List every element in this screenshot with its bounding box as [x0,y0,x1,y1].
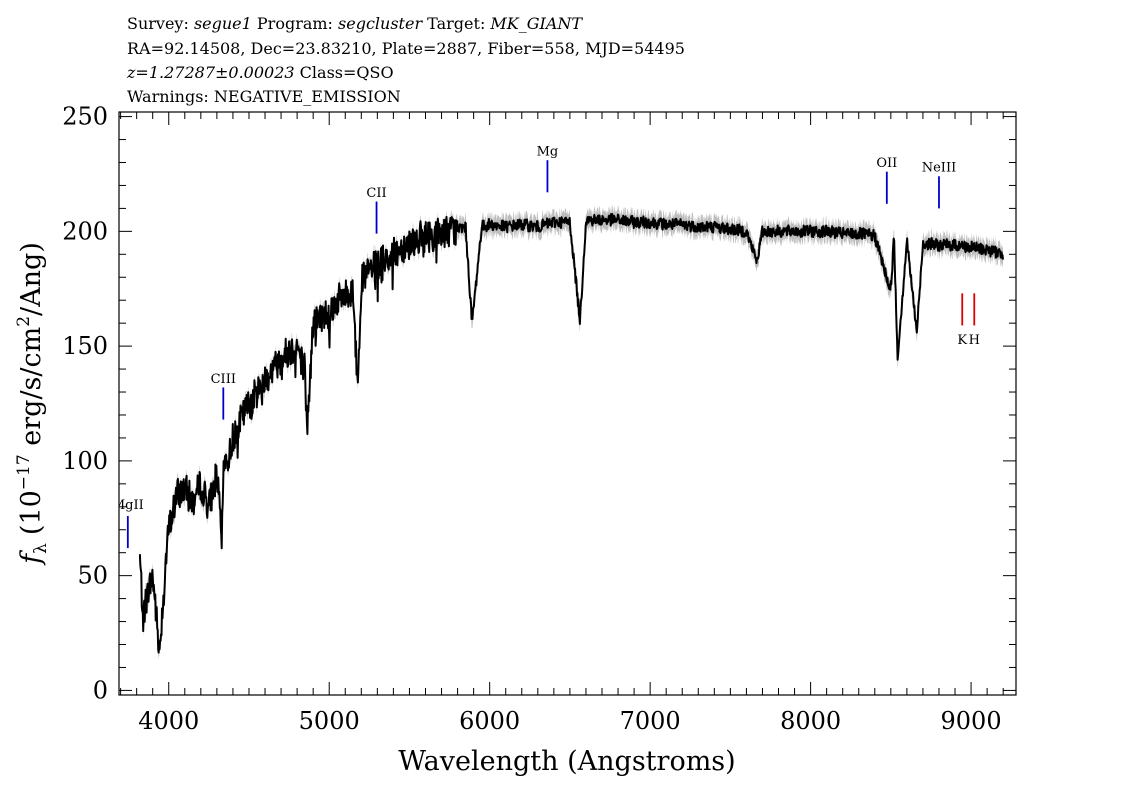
header-line1-part: Program: [252,14,338,33]
spectrum-line [138,213,1004,654]
y-axis-label: fλ (10−17 erg/s/cm2/Ang) [14,242,51,566]
emission-line-label: OII [876,156,897,171]
header-line3: z=1.27287±0.00023 Class=QSO [126,63,394,82]
x-tick-label: 4000 [138,707,199,735]
x-axis-label: Wavelength (Angstroms) [398,746,735,777]
header-line1-part: MK_GIANT [489,14,583,33]
x-tick-label: 8000 [780,707,841,735]
error-band-layer [139,204,1003,660]
y-axis-units-mid: erg/s/cm [16,327,47,455]
y-tick-label: 0 [93,676,108,704]
y-tick-label: 50 [77,562,108,590]
x-tick-label: 6000 [459,707,520,735]
y-axis-subscript: λ [31,543,51,554]
absorption-line-label: K [957,333,967,348]
y-tick-label: 250 [62,103,108,131]
header-line1-part: segue1 [194,14,252,33]
header-line1-part: Target: [422,14,490,33]
y-axis-symbol: f [16,550,47,566]
y-axis-units-open: (10 [16,490,47,535]
y-axis-units-end: /Ang) [16,242,47,316]
absorption-line-label: H [969,333,980,348]
y-tick-label: 200 [62,217,108,245]
plot-area: MgII CIII CII Mg OII NeIII K H 4000 5000 6000 7000… [62,103,1017,735]
emission-line-label: Mg [537,145,559,160]
x-tick-label: 7000 [620,707,681,735]
header-line1-part: Survey: [127,14,194,33]
header-line2: RA=92.14508, Dec=23.83210, Plate=2887, F… [127,39,685,58]
redshift-value: z=1.27287±0.00023 [126,63,295,82]
emission-line-label: MgII [112,498,144,513]
plot-frame [118,111,1017,696]
y-axis-exp2: 2 [14,316,34,327]
emission-line-label: NeIII [922,161,956,176]
header-line4: Warnings: NEGATIVE_EMISSION [127,87,401,106]
header-line1: Survey: segue1 Program: segcluster Targe… [127,14,583,33]
error-band [139,204,1003,660]
emission-line-label: CIII [211,372,236,387]
x-tick-label: 9000 [941,707,1002,735]
ticks-layer: 4000 5000 6000 7000 8000 9000 0 50 100 150 200 250 [62,103,1016,735]
spectrum-layer [138,213,1004,654]
y-tick-label: 100 [62,447,108,475]
y-axis-exp1: −17 [14,454,34,490]
emission-line-label: CII [366,186,386,201]
class-value: Class=QSO [295,63,394,82]
spectral-lines-layer: MgII CIII CII Mg OII NeIII K H [112,145,980,549]
header-line1-part: segcluster [338,14,423,33]
y-tick-label: 150 [62,332,108,360]
x-tick-label: 5000 [299,707,360,735]
